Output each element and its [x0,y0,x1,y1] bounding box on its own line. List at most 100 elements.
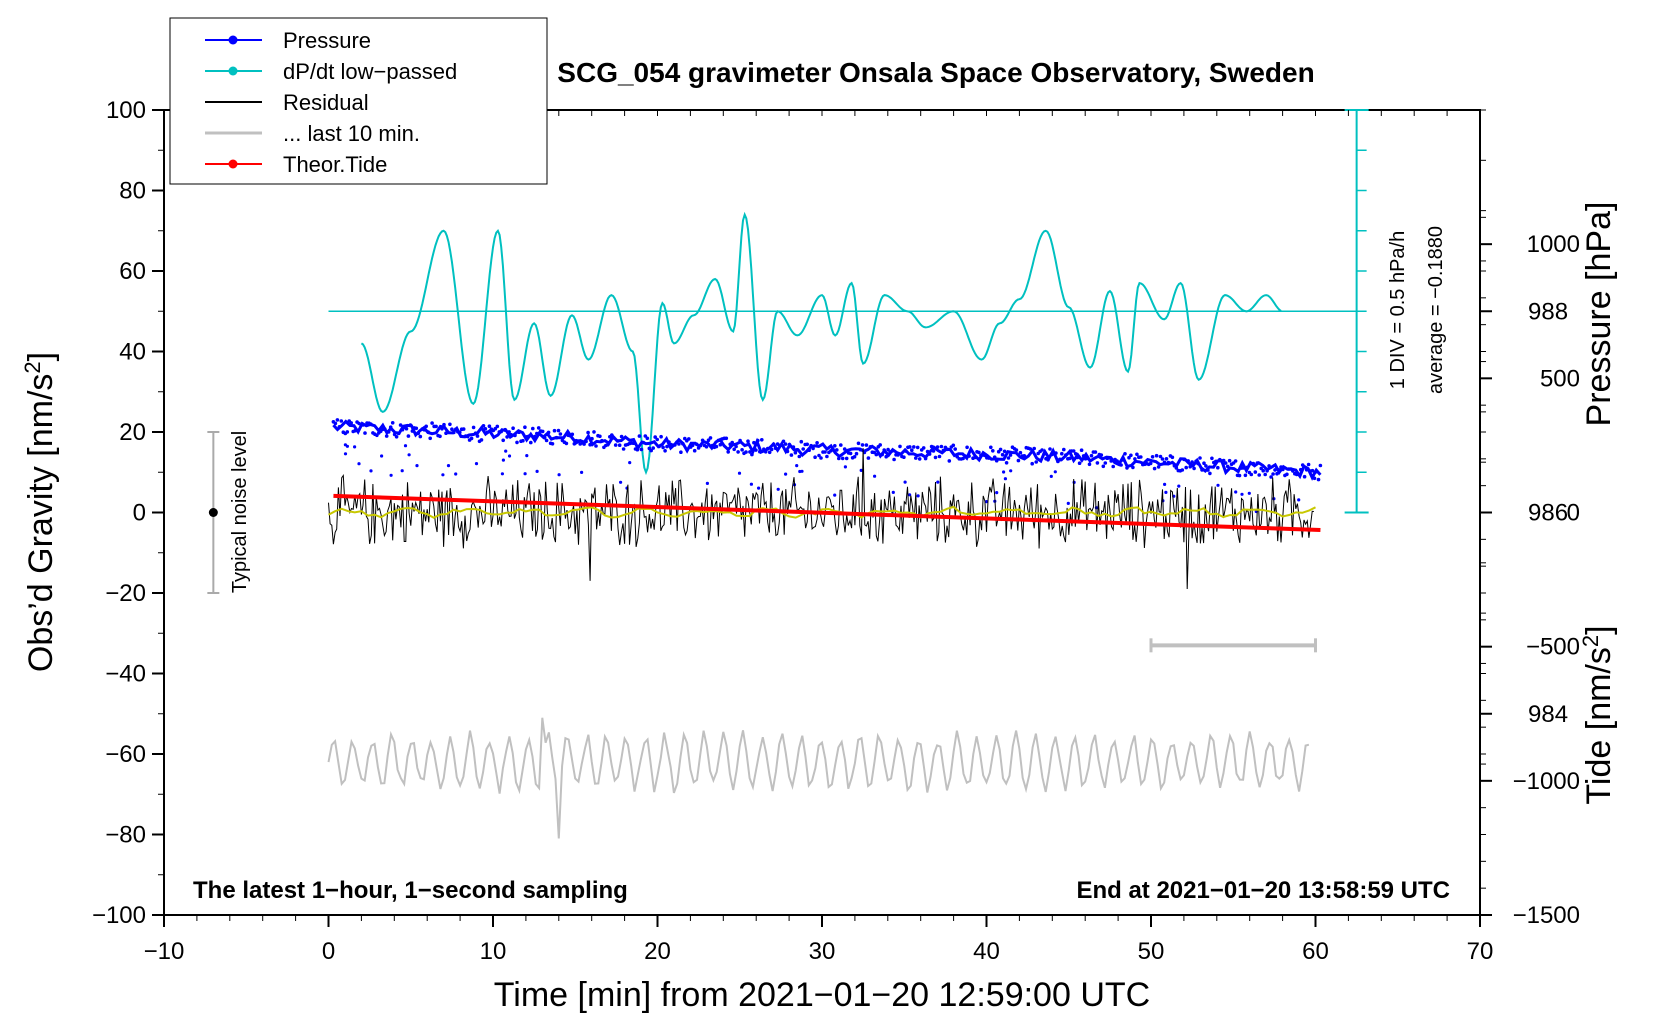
x-tick-label: 70 [1467,938,1494,965]
x-tick-label: 10 [480,938,507,965]
pressure-point [1101,464,1106,469]
pressure-point [349,421,354,425]
y-tick-label: −60 [105,741,146,768]
pressure-outlier [507,454,512,458]
pressure-axis-ticks: 988 986 984 [1480,109,1568,765]
pressure-outlier [353,445,357,449]
pressure-tick-label: 986 [1528,500,1568,527]
pressure-point [1318,463,1323,468]
pressure-point [637,434,642,438]
pressure-point [762,447,766,452]
noise-level-bar [207,431,220,594]
pressure-point [487,424,492,429]
pressure-point [852,455,857,459]
pressure-point [600,438,604,443]
pressure-point [700,438,705,443]
pressure-point [1257,473,1261,477]
pressure-outlier [504,449,508,453]
pressure-point [809,443,813,448]
y-axis-left-ticks: 100 80 60 40 20 0 −20 −40 −60 −80 −100 [92,97,164,929]
pressure-point [375,433,379,438]
pressure-point [1225,464,1230,469]
pressure-point [677,442,681,446]
pressure-point [617,443,622,448]
pressure-point [592,430,596,434]
pressure-point [1123,452,1127,456]
pressure-point [1192,466,1196,471]
pressure-outlier [407,453,411,457]
pressure-outlier [795,464,799,468]
pressure-outlier [859,468,863,472]
pressure-point [1071,449,1076,453]
pressure-point [765,446,770,451]
pressure-point [740,448,744,452]
pressure-point [1285,472,1289,477]
pressure-outlier [369,469,373,473]
pressure-point [864,443,869,447]
pressure-outlier [737,471,742,475]
pressure-outlier [800,469,804,473]
pressure-point [856,441,861,446]
pressure-point [915,445,920,450]
pressure-point [789,453,794,457]
residual-line [328,448,1314,590]
pressure-point [1089,453,1094,458]
pressure-point [1085,456,1090,461]
pressure-point [521,438,525,443]
pressure-point [1160,457,1165,461]
pressure-point [1265,469,1269,473]
pressure-point [621,447,626,451]
pressure-point [965,445,969,450]
pressure-outlier [776,487,780,491]
pressure-point [1196,461,1200,466]
pressure-outlier [1003,477,1008,481]
pressure-point [1131,465,1135,470]
pressure-point [1304,468,1309,472]
pressure-point [511,426,515,431]
pressure-point [556,428,561,433]
last10-line [327,717,1310,839]
pressure-point [1291,469,1295,473]
pressure-point [756,438,760,443]
pressure-point [651,446,655,450]
pressure-point [1188,464,1192,469]
y-tick-label: 60 [119,258,146,285]
pressure-point [1253,470,1258,474]
pressure-point [807,448,811,453]
pressure-point [738,438,742,443]
x-tick-label: 40 [973,938,1000,965]
pressure-point [649,448,653,453]
pressure-point [1133,457,1137,461]
pressure-point [880,452,884,457]
pressure-point [1032,446,1036,451]
pressure-point [939,444,944,449]
pressure-point [951,443,956,448]
pressure-point [1156,465,1161,469]
dpdt-series [360,211,1282,476]
pressure-point [760,438,764,442]
pressure-point [1154,453,1159,458]
pressure-point [785,449,790,454]
pressure-point [987,456,991,460]
pressure-outlier [757,486,761,490]
pressure-point [696,446,701,450]
pressure-outlier [705,481,710,485]
pressure-outlier [1216,483,1220,487]
pressure-point [805,442,809,447]
pressure-point [783,442,788,446]
pressure-point [1273,468,1277,472]
legend-label: ... last 10 min. [283,121,420,146]
pressure-outlier [389,473,393,477]
pressure-outlier [1009,469,1013,473]
pressure-outlier [628,461,632,465]
pressure-point [679,450,683,455]
div-label: 1 DIV = 0.5 hPa/h [1387,231,1409,389]
pressure-point [1034,460,1038,464]
pressure-point [434,424,438,429]
pressure-point [1302,474,1307,479]
pressure-point [967,454,971,458]
pressure-point [1125,466,1129,470]
pressure-point [801,447,805,451]
pressure-point [481,424,486,428]
pressure-point [1111,464,1115,469]
